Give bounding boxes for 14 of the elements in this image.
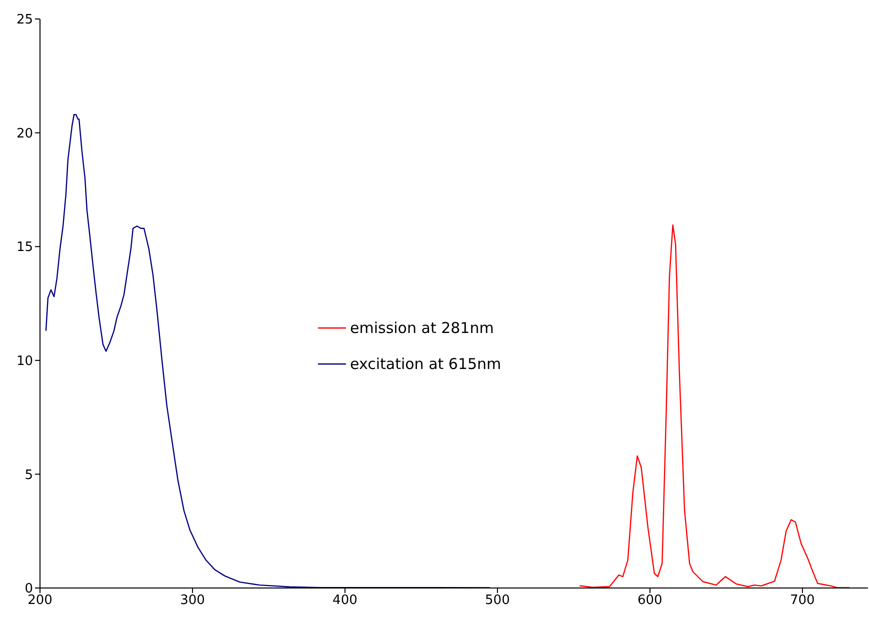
legend-label: excitation at 615nm [350,355,502,373]
line-series [579,224,850,588]
y-tick-label: 15 [16,240,33,256]
y-tick-label: 20 [16,126,33,142]
x-tick-label: 200 [28,593,52,608]
legend-label: emission at 281nm [350,319,494,337]
x-tick-label: 300 [180,593,205,608]
y-tick-label: 25 [16,12,33,28]
x-tick-label: 400 [332,593,358,608]
y-tick-label: 5 [24,468,33,483]
y-tick-label: 10 [16,354,33,370]
x-tick-label: 700 [790,593,815,608]
x-tick-label: 500 [485,593,510,608]
x-tick-label: 600 [638,593,662,608]
